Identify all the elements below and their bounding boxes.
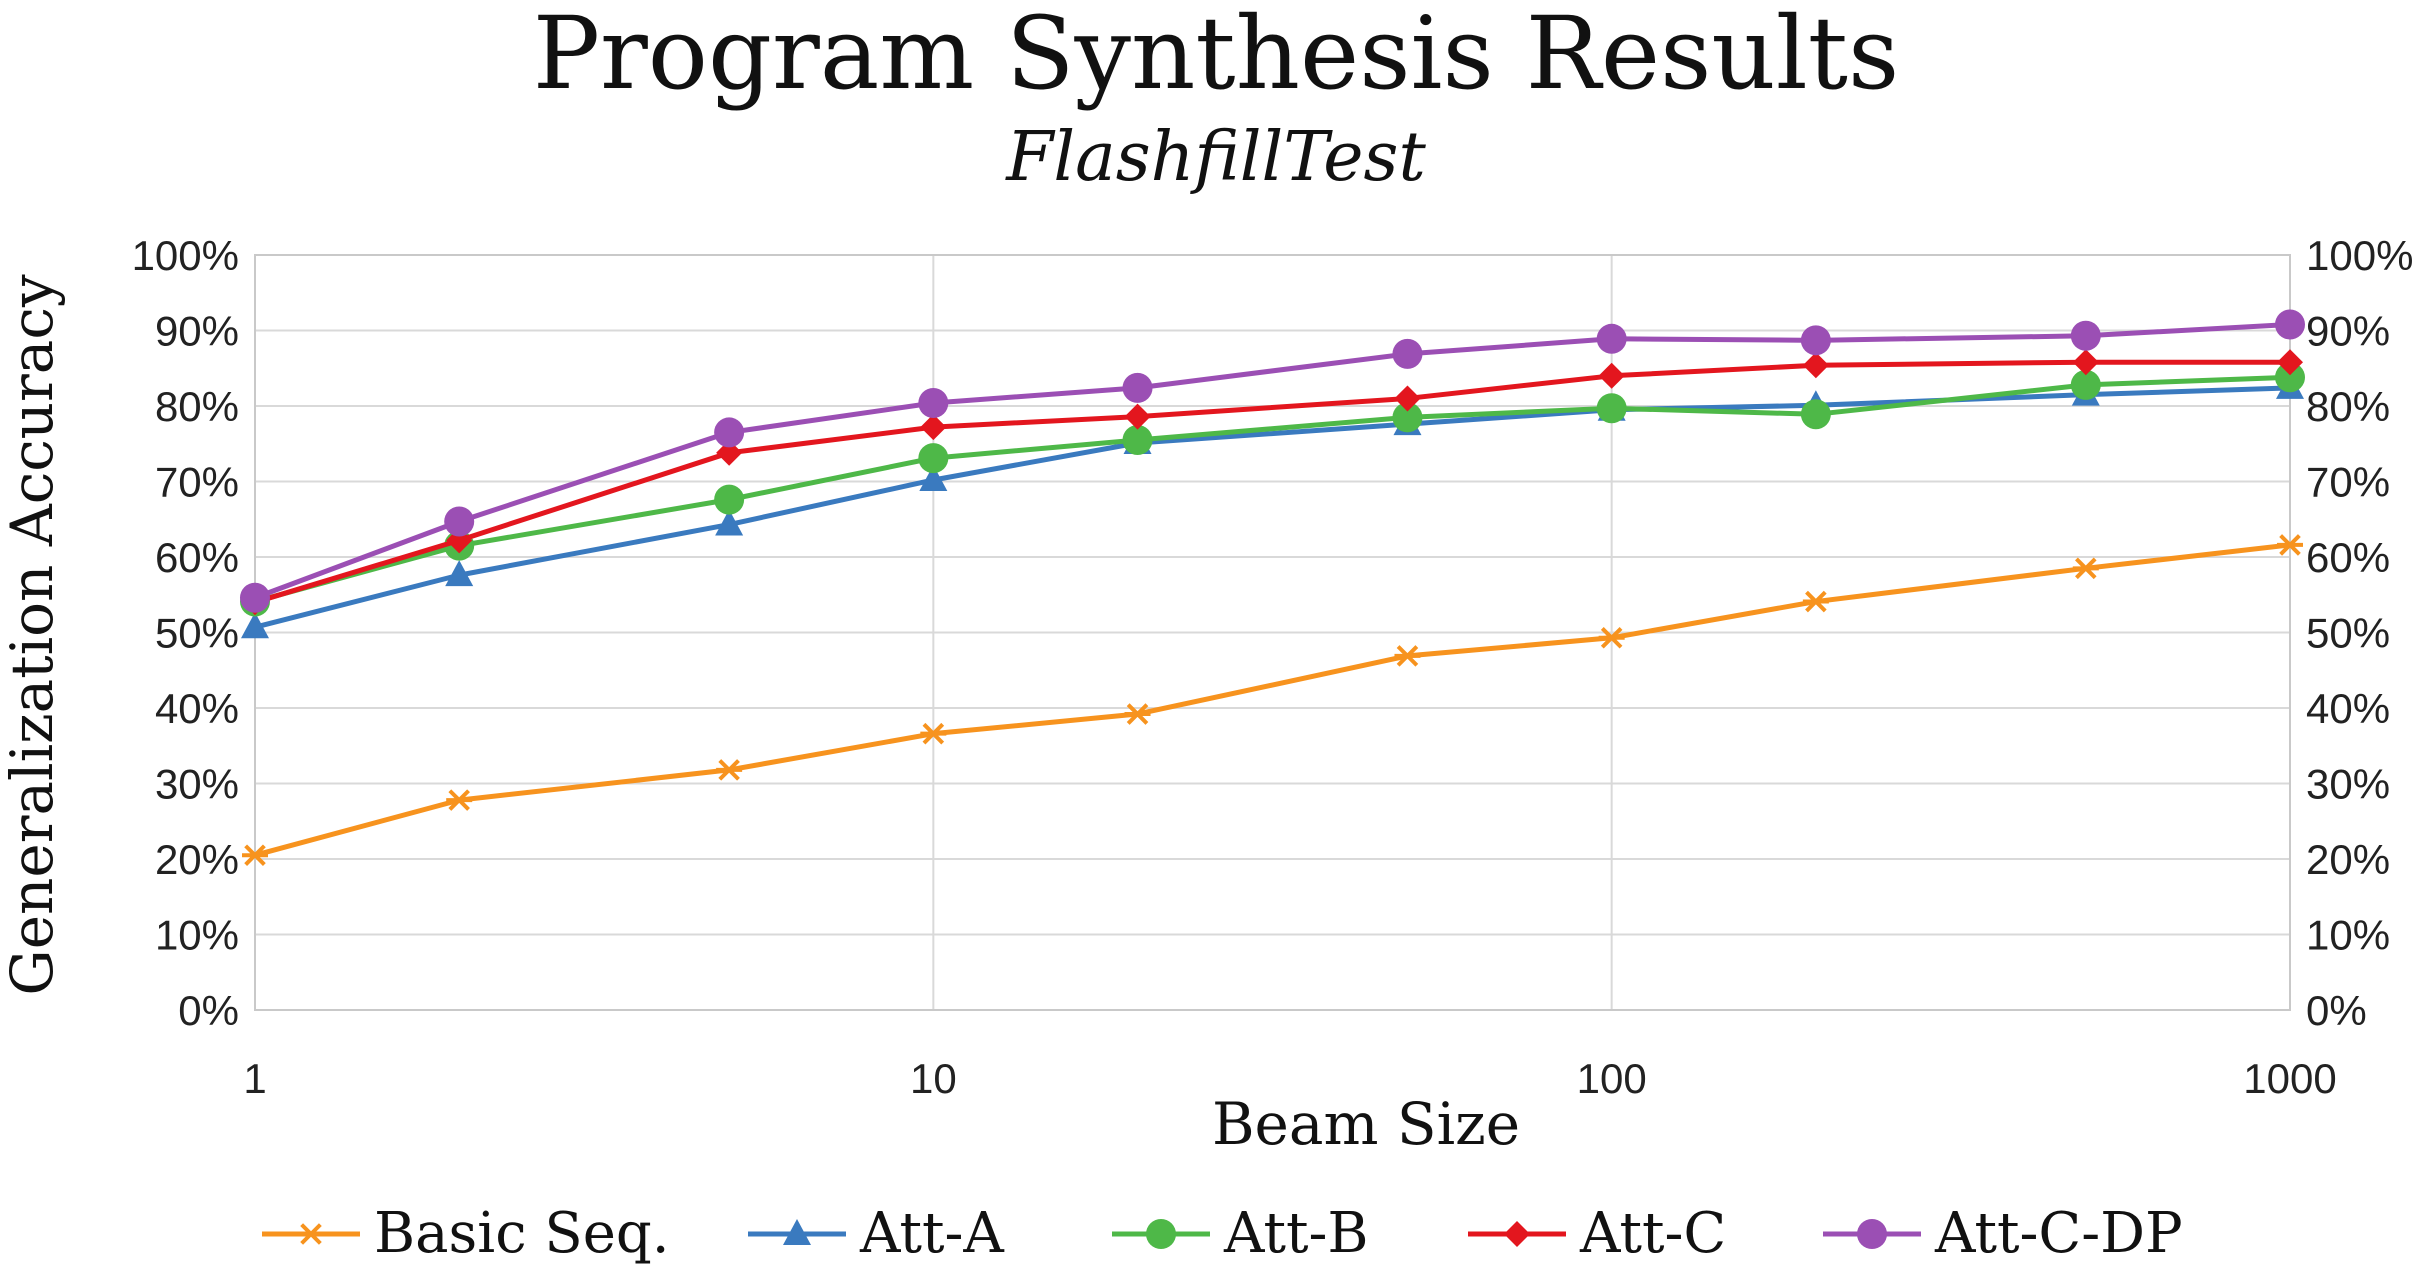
y-tick-label: 40% (155, 685, 239, 732)
y-tick-label-right: 50% (2306, 610, 2390, 657)
legend-item: Basic Seq. (262, 1201, 670, 1266)
legend-marker (783, 1219, 811, 1245)
legend-item: Att-B (1112, 1201, 1369, 1266)
data-point (1124, 403, 1151, 430)
legend-label: Att-B (1223, 1201, 1369, 1266)
data-point (240, 582, 270, 613)
chart-title: Program Synthesis Results (533, 0, 1900, 112)
data-point (1802, 352, 1829, 379)
data-point (918, 387, 949, 418)
data-point (1598, 627, 1625, 649)
legend-marker (1504, 1221, 1530, 1247)
y-tick-label: 30% (155, 761, 239, 808)
x-axis: 1 10 100 1000 (243, 1055, 2336, 1102)
data-point (716, 759, 743, 781)
y-tick-label-right: 100% (2306, 232, 2413, 279)
series-basic-seq (242, 534, 2303, 866)
data-point (920, 414, 947, 441)
y-tick-label: 0% (178, 987, 239, 1034)
data-point (2072, 557, 2099, 580)
y-tick-label-right: 0% (2306, 987, 2367, 1034)
y-tick-label: 80% (155, 383, 239, 430)
legend-label: Basic Seq. (374, 1201, 670, 1266)
legend-marker (1146, 1219, 1176, 1249)
data-point (241, 612, 269, 639)
data-point (1392, 338, 1423, 369)
y-tick-label: 10% (155, 912, 239, 959)
data-point (1598, 362, 1625, 389)
x-tick-label: 100 (1577, 1055, 1647, 1102)
legend-marker (298, 1223, 324, 1245)
data-point (2277, 534, 2303, 556)
data-point (1394, 645, 1421, 667)
data-point (2070, 369, 2101, 400)
data-point (1800, 325, 1831, 356)
y-tick-label-right: 70% (2306, 459, 2390, 506)
data-point (445, 560, 474, 587)
legend-item: Att-C (1468, 1201, 1726, 1266)
data-point (919, 464, 948, 491)
series-layer (240, 309, 2305, 866)
legend: Basic Seq. Att-A Att-B Att-C Att-C-DP (262, 1201, 2183, 1266)
chart-subtitle: FlashfillTest (1004, 118, 1426, 197)
x-tick-label: 1 (243, 1055, 266, 1102)
x-axis-label: Beam Size (1212, 1090, 1520, 1158)
data-point (1394, 385, 1421, 412)
y-tick-label-right: 20% (2306, 836, 2390, 883)
data-point (1124, 703, 1151, 725)
data-point (918, 443, 949, 474)
data-point (444, 506, 475, 537)
legend-item: Att-C-DP (1823, 1201, 2183, 1266)
y-tick-label-right: 60% (2306, 534, 2390, 581)
data-point (1122, 372, 1153, 403)
data-point (2072, 349, 2099, 376)
y-tick-label: 90% (155, 308, 239, 355)
x-tick-label: 10 (910, 1055, 957, 1102)
legend-item: Att-A (748, 1201, 1004, 1266)
legend-label: Att-A (859, 1201, 1004, 1266)
data-point (1802, 590, 1829, 613)
gridlines (254, 254, 2291, 1011)
y-tick-label-right: 90% (2306, 308, 2390, 355)
y-tick-label: 60% (155, 534, 239, 581)
legend-label: Att-C-DP (1934, 1201, 2183, 1266)
series-att-a (241, 372, 2304, 639)
y-tick-label: 70% (155, 459, 239, 506)
data-point (2070, 320, 2101, 351)
data-point (1122, 424, 1153, 455)
series-line (254, 374, 2291, 604)
series-line (254, 359, 2290, 605)
y-tick-label-right: 80% (2306, 383, 2390, 430)
y-axis-right: 0% 10% 20% 30% 40% 50% 60% 70% 80% 90% 100% (2306, 232, 2413, 1034)
data-point (2275, 362, 2305, 393)
data-point (715, 509, 744, 536)
legend-marker (1857, 1219, 1887, 1249)
data-point (242, 844, 268, 866)
y-tick-label: 50% (155, 610, 239, 657)
series-att-c-dp (240, 309, 2305, 613)
data-point (446, 789, 473, 811)
data-point (714, 484, 745, 515)
y-tick-label: 20% (155, 836, 239, 883)
y-axis-label: Generalization Accuracy (0, 274, 66, 995)
y-tick-label: 100% (132, 232, 239, 279)
y-tick-label-right: 30% (2306, 761, 2390, 808)
y-tick-label-right: 40% (2306, 685, 2390, 732)
y-axis-left: 0% 10% 20% 30% 40% 50% 60% 70% 80% 90% 100% (132, 232, 239, 1034)
data-point (714, 417, 745, 448)
data-point (920, 722, 947, 745)
legend-label: Att-C (1579, 1201, 1726, 1266)
data-point (2277, 349, 2303, 376)
data-point (2275, 309, 2305, 340)
series-line (254, 542, 2291, 858)
y-tick-label-right: 10% (2306, 912, 2390, 959)
data-point (1596, 323, 1627, 354)
data-point (1596, 393, 1627, 424)
x-tick-label: 1000 (2243, 1055, 2336, 1102)
series-line (254, 321, 2291, 601)
data-point (1392, 402, 1423, 433)
data-point (716, 439, 743, 466)
data-point (1800, 399, 1831, 430)
